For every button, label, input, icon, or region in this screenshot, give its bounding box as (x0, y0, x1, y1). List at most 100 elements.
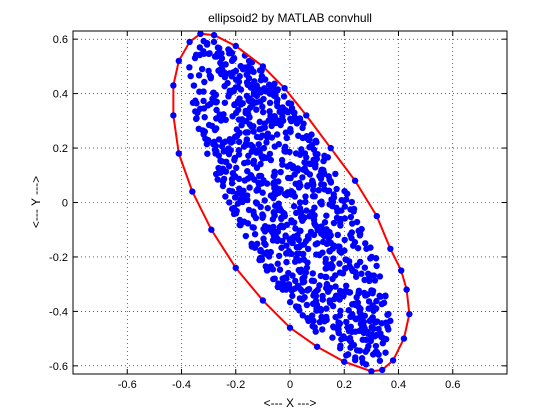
data-point (319, 326, 325, 332)
data-point (299, 296, 305, 302)
data-point (326, 177, 332, 183)
data-point (240, 66, 246, 72)
data-point (291, 114, 297, 120)
data-point (241, 219, 247, 225)
data-point (313, 328, 319, 334)
data-point (335, 232, 341, 238)
data-point (337, 320, 343, 326)
data-point (250, 128, 256, 134)
data-point (305, 235, 311, 241)
data-point (377, 273, 383, 279)
data-point (256, 141, 262, 147)
hull-vertex-point (374, 213, 380, 219)
data-point (321, 170, 327, 176)
data-point (214, 50, 220, 56)
data-point (278, 245, 284, 251)
data-point (357, 232, 363, 238)
data-point (273, 234, 279, 240)
data-point (273, 120, 279, 126)
x-tick-label: 0.6 (445, 379, 460, 391)
data-point (196, 72, 202, 78)
data-point (191, 82, 197, 88)
data-point (313, 307, 319, 313)
data-point (230, 56, 236, 62)
data-point (300, 120, 306, 126)
data-point (368, 289, 374, 295)
data-point (381, 300, 387, 306)
data-point (282, 233, 288, 239)
data-point (337, 308, 343, 314)
data-point (271, 213, 277, 219)
data-point (309, 278, 315, 284)
data-point (243, 129, 249, 135)
data-point (201, 105, 207, 111)
data-point (293, 303, 299, 309)
data-point (316, 251, 322, 257)
data-point (360, 359, 366, 365)
data-point (366, 278, 372, 284)
data-point (227, 136, 233, 142)
data-point (190, 100, 196, 106)
data-point (224, 80, 230, 86)
data-point (313, 298, 319, 304)
data-point (310, 318, 316, 324)
data-point (367, 318, 373, 324)
data-point (380, 340, 386, 346)
data-point (193, 116, 199, 122)
data-point (295, 133, 301, 139)
hull-vertex-point (260, 63, 266, 69)
y-tick-label: -0.2 (49, 252, 68, 264)
data-point (321, 186, 327, 192)
data-point (318, 314, 324, 320)
hull-vertex-point (390, 357, 396, 363)
data-point (265, 266, 271, 272)
data-point (294, 244, 300, 250)
data-point (229, 188, 235, 194)
data-point (200, 127, 206, 133)
data-point (292, 285, 298, 291)
data-point (266, 108, 272, 114)
y-axis-label: <--- Y ---> (29, 176, 43, 228)
data-point (338, 249, 344, 255)
data-point (230, 69, 236, 75)
data-point (356, 315, 362, 321)
data-point (318, 230, 324, 236)
data-point (328, 196, 334, 202)
data-point (382, 349, 388, 355)
data-point (280, 118, 286, 124)
data-point (222, 193, 228, 199)
data-point (271, 171, 277, 177)
data-point (234, 208, 240, 214)
data-point (284, 135, 290, 141)
hull-vertex-point (170, 82, 176, 88)
data-point (303, 207, 309, 213)
data-point (370, 326, 376, 332)
data-point (231, 102, 237, 108)
data-point (385, 326, 391, 332)
x-tick-label: 0.4 (391, 379, 406, 391)
data-point (318, 199, 324, 205)
data-point (337, 219, 343, 225)
data-point (261, 240, 267, 246)
x-tick-label: -0.6 (118, 379, 137, 391)
data-point (260, 109, 266, 115)
data-point (256, 126, 262, 132)
data-point (267, 115, 273, 121)
data-point (257, 248, 263, 254)
data-point (344, 191, 350, 197)
data-point (296, 250, 302, 256)
data-point (259, 73, 265, 79)
data-point (301, 165, 307, 171)
data-point (188, 73, 194, 79)
data-point (362, 264, 368, 270)
data-point (301, 274, 307, 280)
data-point (259, 215, 265, 221)
data-point (290, 190, 296, 196)
data-point (329, 276, 335, 282)
data-point (347, 232, 353, 238)
data-point (323, 274, 329, 280)
data-point (236, 147, 242, 153)
data-point (233, 77, 239, 83)
data-point (373, 255, 379, 261)
